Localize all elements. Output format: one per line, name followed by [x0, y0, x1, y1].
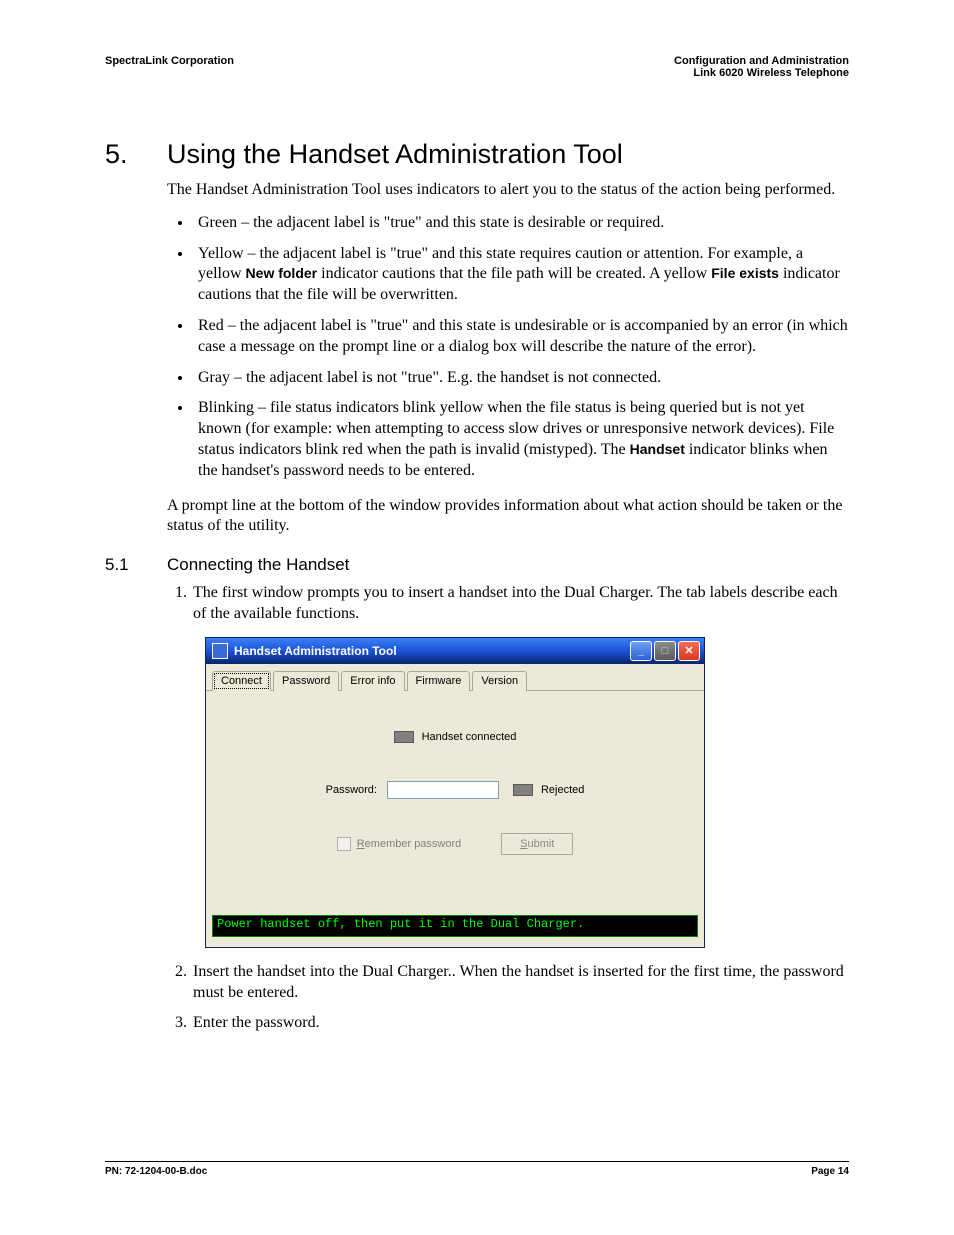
rejected-label: Rejected: [541, 784, 584, 796]
header-left: SpectraLink Corporation: [105, 55, 234, 79]
password-input[interactable]: [387, 781, 499, 799]
section-heading: 5.Using the Handset Administration Tool: [105, 139, 849, 170]
connected-row: Handset connected: [226, 731, 684, 743]
bullet-list: Green – the adjacent label is "true" and…: [167, 213, 849, 482]
page-header: SpectraLink Corporation Configuration an…: [105, 55, 849, 79]
bold-term: Handset: [630, 441, 685, 457]
rejected-indicator: [513, 784, 533, 796]
section-number: 5.: [105, 139, 167, 170]
tab-firmware[interactable]: Firmware: [407, 671, 471, 691]
tab-error-info[interactable]: Error info: [341, 671, 404, 691]
handset-connected-label: Handset connected: [422, 731, 517, 743]
close-button[interactable]: ✕: [678, 641, 700, 661]
prompt-line: Power handset off, then put it in the Du…: [212, 915, 698, 937]
page: SpectraLink Corporation Configuration an…: [0, 0, 954, 1235]
bullet-item: Blinking – file status indicators blink …: [193, 398, 849, 481]
tab-panel: Handset connected Password: Rejected Rem…: [206, 691, 704, 915]
header-right: Configuration and Administration Link 60…: [674, 55, 849, 79]
bold-term: File exists: [711, 265, 779, 281]
password-row: Password: Rejected: [226, 781, 684, 799]
bullet-item: Gray – the adjacent label is not "true".…: [193, 368, 849, 389]
minimize-button[interactable]: _: [630, 641, 652, 661]
bullet-item: Green – the adjacent label is "true" and…: [193, 213, 849, 234]
tab-connect[interactable]: Connect: [212, 671, 271, 691]
intro-paragraph: The Handset Administration Tool uses ind…: [167, 180, 849, 201]
remember-password-label: Remember password: [357, 838, 462, 850]
after-paragraph: A prompt line at the bottom of the windo…: [167, 496, 849, 538]
subsection-number: 5.1: [105, 555, 167, 575]
header-right-line1: Configuration and Administration: [674, 55, 849, 67]
tab-password[interactable]: Password: [273, 671, 339, 691]
maximize-button[interactable]: □: [654, 641, 676, 661]
tab-version[interactable]: Version: [472, 671, 527, 691]
bullet-item: Red – the adjacent label is "true" and t…: [193, 316, 849, 358]
remember-row: Remember password Submit: [226, 833, 684, 855]
bullet-item: Yellow – the adjacent label is "true" an…: [193, 244, 849, 306]
handset-connected-indicator: [394, 731, 414, 743]
footer-right: Page 14: [811, 1166, 849, 1177]
header-right-line2: Link 6020 Wireless Telephone: [674, 67, 849, 79]
footer-left: PN: 72-1204-00-B.doc: [105, 1166, 207, 1177]
app-icon: [212, 643, 228, 659]
page-footer: PN: 72-1204-00-B.doc Page 14: [105, 1161, 849, 1177]
remember-password-checkbox[interactable]: [337, 837, 351, 851]
step-item: Enter the password.: [191, 1013, 849, 1034]
window-title: Handset Administration Tool: [234, 644, 628, 658]
subsection-title: Connecting the Handset: [167, 555, 349, 574]
bold-term: New folder: [246, 265, 318, 281]
window-titlebar[interactable]: Handset Administration Tool _ □ ✕: [206, 638, 704, 664]
step-item: The first window prompts you to insert a…: [191, 583, 849, 625]
body-text: The Handset Administration Tool uses ind…: [167, 180, 849, 537]
steps-list: The first window prompts you to insert a…: [167, 583, 849, 625]
tab-row: Connect Password Error info Firmware Ver…: [206, 664, 704, 691]
subsection-heading: 5.1Connecting the Handset: [105, 555, 849, 575]
password-label: Password:: [326, 784, 377, 796]
steps-list-cont: Insert the handset into the Dual Charger…: [167, 962, 849, 1034]
step-item: Insert the handset into the Dual Charger…: [191, 962, 849, 1004]
section-title: Using the Handset Administration Tool: [167, 139, 623, 169]
submit-button[interactable]: Submit: [501, 833, 573, 855]
handset-admin-window: Handset Administration Tool _ □ ✕ Connec…: [205, 637, 705, 948]
